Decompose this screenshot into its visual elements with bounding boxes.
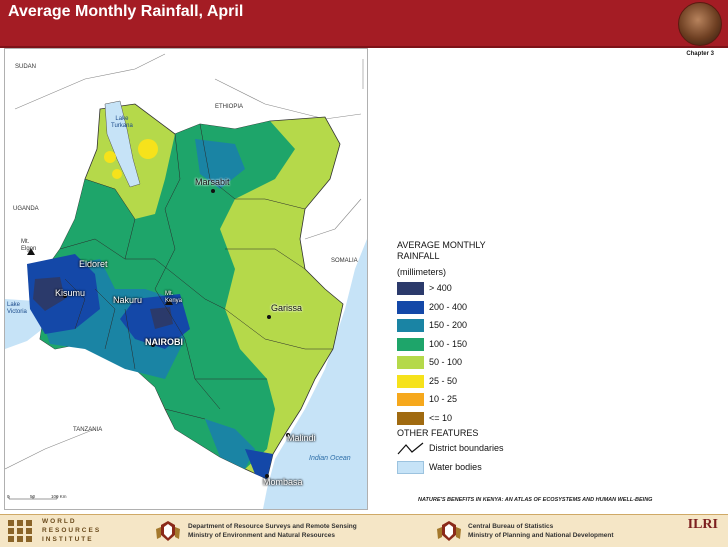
scale-50: 50 bbox=[30, 494, 36, 499]
town-mombasa: Mombasa bbox=[263, 477, 303, 487]
district-boundary-icon bbox=[397, 442, 424, 455]
town-nakuru: Nakuru bbox=[113, 295, 143, 305]
legend-swatch bbox=[397, 337, 424, 351]
rainfall-map: SUDAN ETHIOPIA UGANDA SOMALIA TANZANIA L… bbox=[4, 48, 368, 510]
dept-resource-surveys: Department of Resource Surveys and Remot… bbox=[188, 523, 357, 539]
page-title: Average Monthly Rainfall, April bbox=[8, 3, 244, 20]
lake-turkana-label: Lake Turkana bbox=[111, 116, 133, 129]
kenya-map-svg bbox=[5, 49, 367, 509]
footer: WORLD RESOURCES INSTITUTE Department of … bbox=[0, 514, 728, 547]
ocean-label: Indian Ocean bbox=[309, 455, 351, 462]
legend-item: 200 - 400 bbox=[397, 299, 547, 318]
scale-100: 100 Km bbox=[51, 494, 67, 499]
legend-swatch bbox=[397, 282, 424, 295]
portrait-photo bbox=[678, 2, 722, 46]
legend-swatch bbox=[397, 411, 424, 425]
scale-0: 0 bbox=[7, 494, 10, 499]
mt-elgon-label: Mt. Elgon bbox=[21, 239, 37, 252]
legend-swatch bbox=[397, 393, 424, 406]
legend-swatch bbox=[397, 300, 424, 314]
dept-statistics: Central Bureau of Statistics Ministry of… bbox=[468, 523, 614, 539]
kenya-crest-icon bbox=[437, 521, 461, 541]
legend-unit: (millimeters) bbox=[397, 267, 446, 277]
town-malindi: Malindi bbox=[287, 433, 316, 443]
wri-name: WORLD RESOURCES INSTITUTE bbox=[42, 518, 102, 543]
lake-victoria-label: Lake Victoria bbox=[7, 302, 27, 315]
atlas-caption: NATURE'S BENEFITS IN KENYA: AN ATLAS OF … bbox=[418, 497, 653, 503]
legend-swatch bbox=[397, 374, 424, 388]
legend-swatch bbox=[397, 356, 424, 369]
town-nairobi: NAIROBI bbox=[145, 337, 183, 347]
country-sudan: SUDAN bbox=[15, 64, 37, 70]
legend-swatch bbox=[397, 460, 424, 474]
legend-swatch bbox=[397, 319, 424, 332]
legend-item: <= 10 bbox=[397, 410, 547, 429]
country-uganda: UGANDA bbox=[13, 206, 39, 212]
legend-item: 25 - 50 bbox=[397, 373, 547, 392]
legend-item: 150 - 200 bbox=[397, 317, 547, 336]
town-eldoret: Eldoret bbox=[79, 259, 108, 269]
legend-title: AVERAGE MONTHLY RAINFALL bbox=[397, 240, 486, 261]
country-somalia: SOMALIA bbox=[331, 258, 358, 264]
wri-logo-icon bbox=[8, 520, 32, 542]
town-kisumu: Kisumu bbox=[55, 288, 86, 298]
legend-item: > 400 bbox=[397, 280, 547, 299]
town-marsabit: Marsabit bbox=[195, 177, 230, 187]
other-features-title: OTHER FEATURES bbox=[397, 428, 479, 438]
map-legend: AVERAGE MONTHLY RAINFALL (millimeters) >… bbox=[397, 240, 547, 477]
title-bar: Average Monthly Rainfall, April bbox=[0, 0, 728, 48]
town-garissa: Garissa bbox=[271, 303, 303, 313]
ilri-logo: ILRI bbox=[687, 517, 718, 532]
legend-item: Water bodies bbox=[397, 459, 547, 478]
legend-item: 50 - 100 bbox=[397, 354, 547, 373]
mt-kenya-label: Mt. Kenya bbox=[165, 291, 183, 304]
country-tanzania: TANZANIA bbox=[73, 427, 103, 433]
legend-item: District boundaries bbox=[397, 440, 547, 459]
country-ethiopia: ETHIOPIA bbox=[215, 104, 244, 110]
legend-item: 10 - 25 bbox=[397, 391, 547, 410]
chapter-label: Chapter 3 bbox=[686, 51, 714, 57]
kenya-crest-icon bbox=[156, 521, 180, 541]
legend-item: 100 - 150 bbox=[397, 336, 547, 355]
